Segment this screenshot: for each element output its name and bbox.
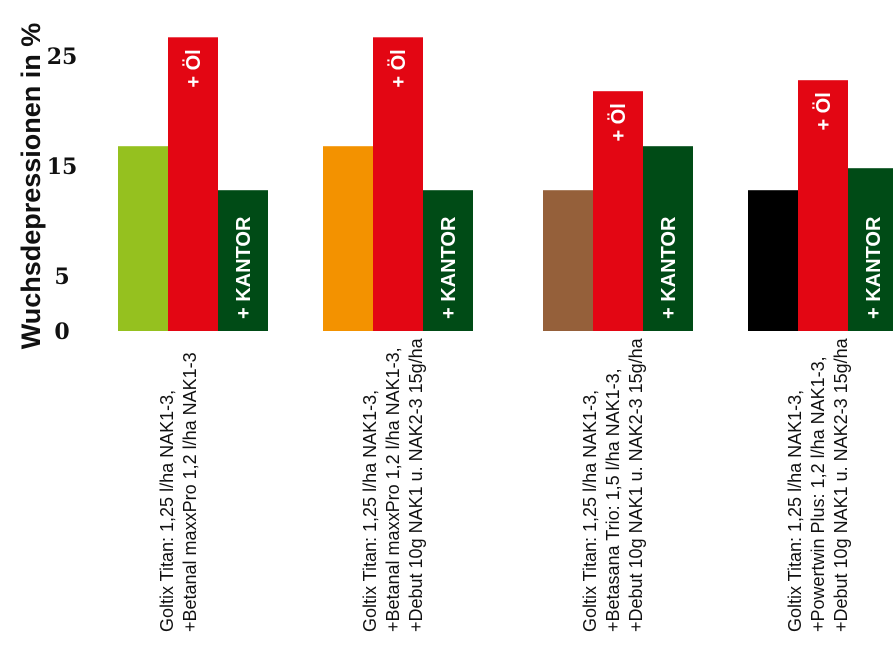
category-label-line: +Betanal maxxPro 1,2 l/ha NAK1-3, (383, 347, 403, 632)
bar (593, 91, 643, 331)
y-axis-ticks: 0 5 15 25 (47, 44, 78, 345)
category-label-line: Goltix Titan: 1,25 l/ha NAK1-3, (580, 390, 600, 632)
category-label-line: +Betasana Trio: 1,5 l/ha NAK1-3, (603, 368, 623, 632)
bar (848, 168, 893, 331)
category-label-line: +Powertwin Plus: 1,2 l/ha NAK1-3, (808, 356, 828, 632)
bar-annotation: + Öl (607, 103, 630, 141)
category-labels: Goltix Titan: 1,25 l/ha NAK1-3, +Betanal … (157, 337, 851, 632)
bar (373, 37, 423, 332)
bar-annotation: + KANTOR (863, 216, 885, 319)
y-tick-label: 0 (54, 319, 69, 345)
bar (543, 190, 593, 331)
y-tick-label: 15 (47, 154, 78, 180)
bar-annotation: + KANTOR (233, 216, 255, 319)
bar (168, 37, 218, 332)
category-label-line: +Debut 10g NAK1 u. NAK2-3 15g/ha (626, 337, 646, 632)
category-label-line: +Debut 10g NAK1 u. NAK2-3 15g/ha (406, 337, 426, 632)
bar-annotation: + KANTOR (658, 216, 680, 319)
y-tick-label: 25 (47, 44, 78, 70)
bar-annotation: + Öl (182, 49, 205, 87)
bar-annotation: + Öl (812, 92, 835, 130)
bar (748, 190, 798, 331)
category-label-line: Goltix Titan: 1,25 l/ha NAK1-3, (360, 390, 380, 632)
bar-annotation: + Öl (387, 49, 410, 87)
bar (798, 80, 848, 331)
bars: + Öl + KANTOR + Öl + KANTOR + Öl + KANTOR + Öl… (118, 37, 893, 332)
y-tick-label: 5 (54, 264, 69, 290)
bar (423, 190, 473, 331)
bar (323, 146, 373, 331)
bar (118, 146, 168, 331)
bar (218, 190, 268, 331)
y-axis-label: Wuchsdepressionen in % (16, 23, 46, 350)
category-label-line: +Betanal maxxPro 1,2 l/ha NAK1-3 (180, 352, 200, 632)
bar-annotation: + KANTOR (438, 216, 460, 319)
category-label-line: Goltix Titan: 1,25 l/ha NAK1-3, (785, 390, 805, 632)
category-label-line: +Debut 10g NAK1 u. NAK2-3 15g/ha (831, 337, 851, 632)
category-label-line: Goltix Titan: 1,25 l/ha NAK1-3, (157, 390, 177, 632)
bar (643, 146, 693, 331)
